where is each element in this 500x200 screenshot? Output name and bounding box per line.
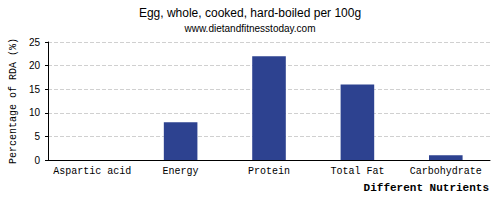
svg-text:Total Fat: Total Fat [330, 166, 384, 177]
svg-text:0: 0 [34, 155, 40, 166]
svg-text:20: 20 [29, 60, 41, 71]
svg-text:Different Nutrients: Different Nutrients [364, 182, 489, 194]
svg-text:10: 10 [29, 107, 41, 118]
svg-text:Carbohydrate: Carbohydrate [410, 166, 482, 177]
svg-text:Percentage of RDA (%): Percentage of RDA (%) [8, 38, 19, 164]
svg-text:25: 25 [29, 37, 41, 48]
svg-text:www.dietandfitnesstoday.com: www.dietandfitnesstoday.com [184, 23, 316, 34]
svg-text:Energy: Energy [163, 166, 199, 177]
svg-text:Protein: Protein [248, 166, 290, 177]
svg-text:5: 5 [34, 131, 40, 142]
svg-text:15: 15 [29, 84, 41, 95]
svg-text:Egg, whole, cooked, hard-boile: Egg, whole, cooked, hard-boiled per 100g [139, 6, 361, 20]
svg-text:Aspartic acid: Aspartic acid [53, 166, 131, 177]
